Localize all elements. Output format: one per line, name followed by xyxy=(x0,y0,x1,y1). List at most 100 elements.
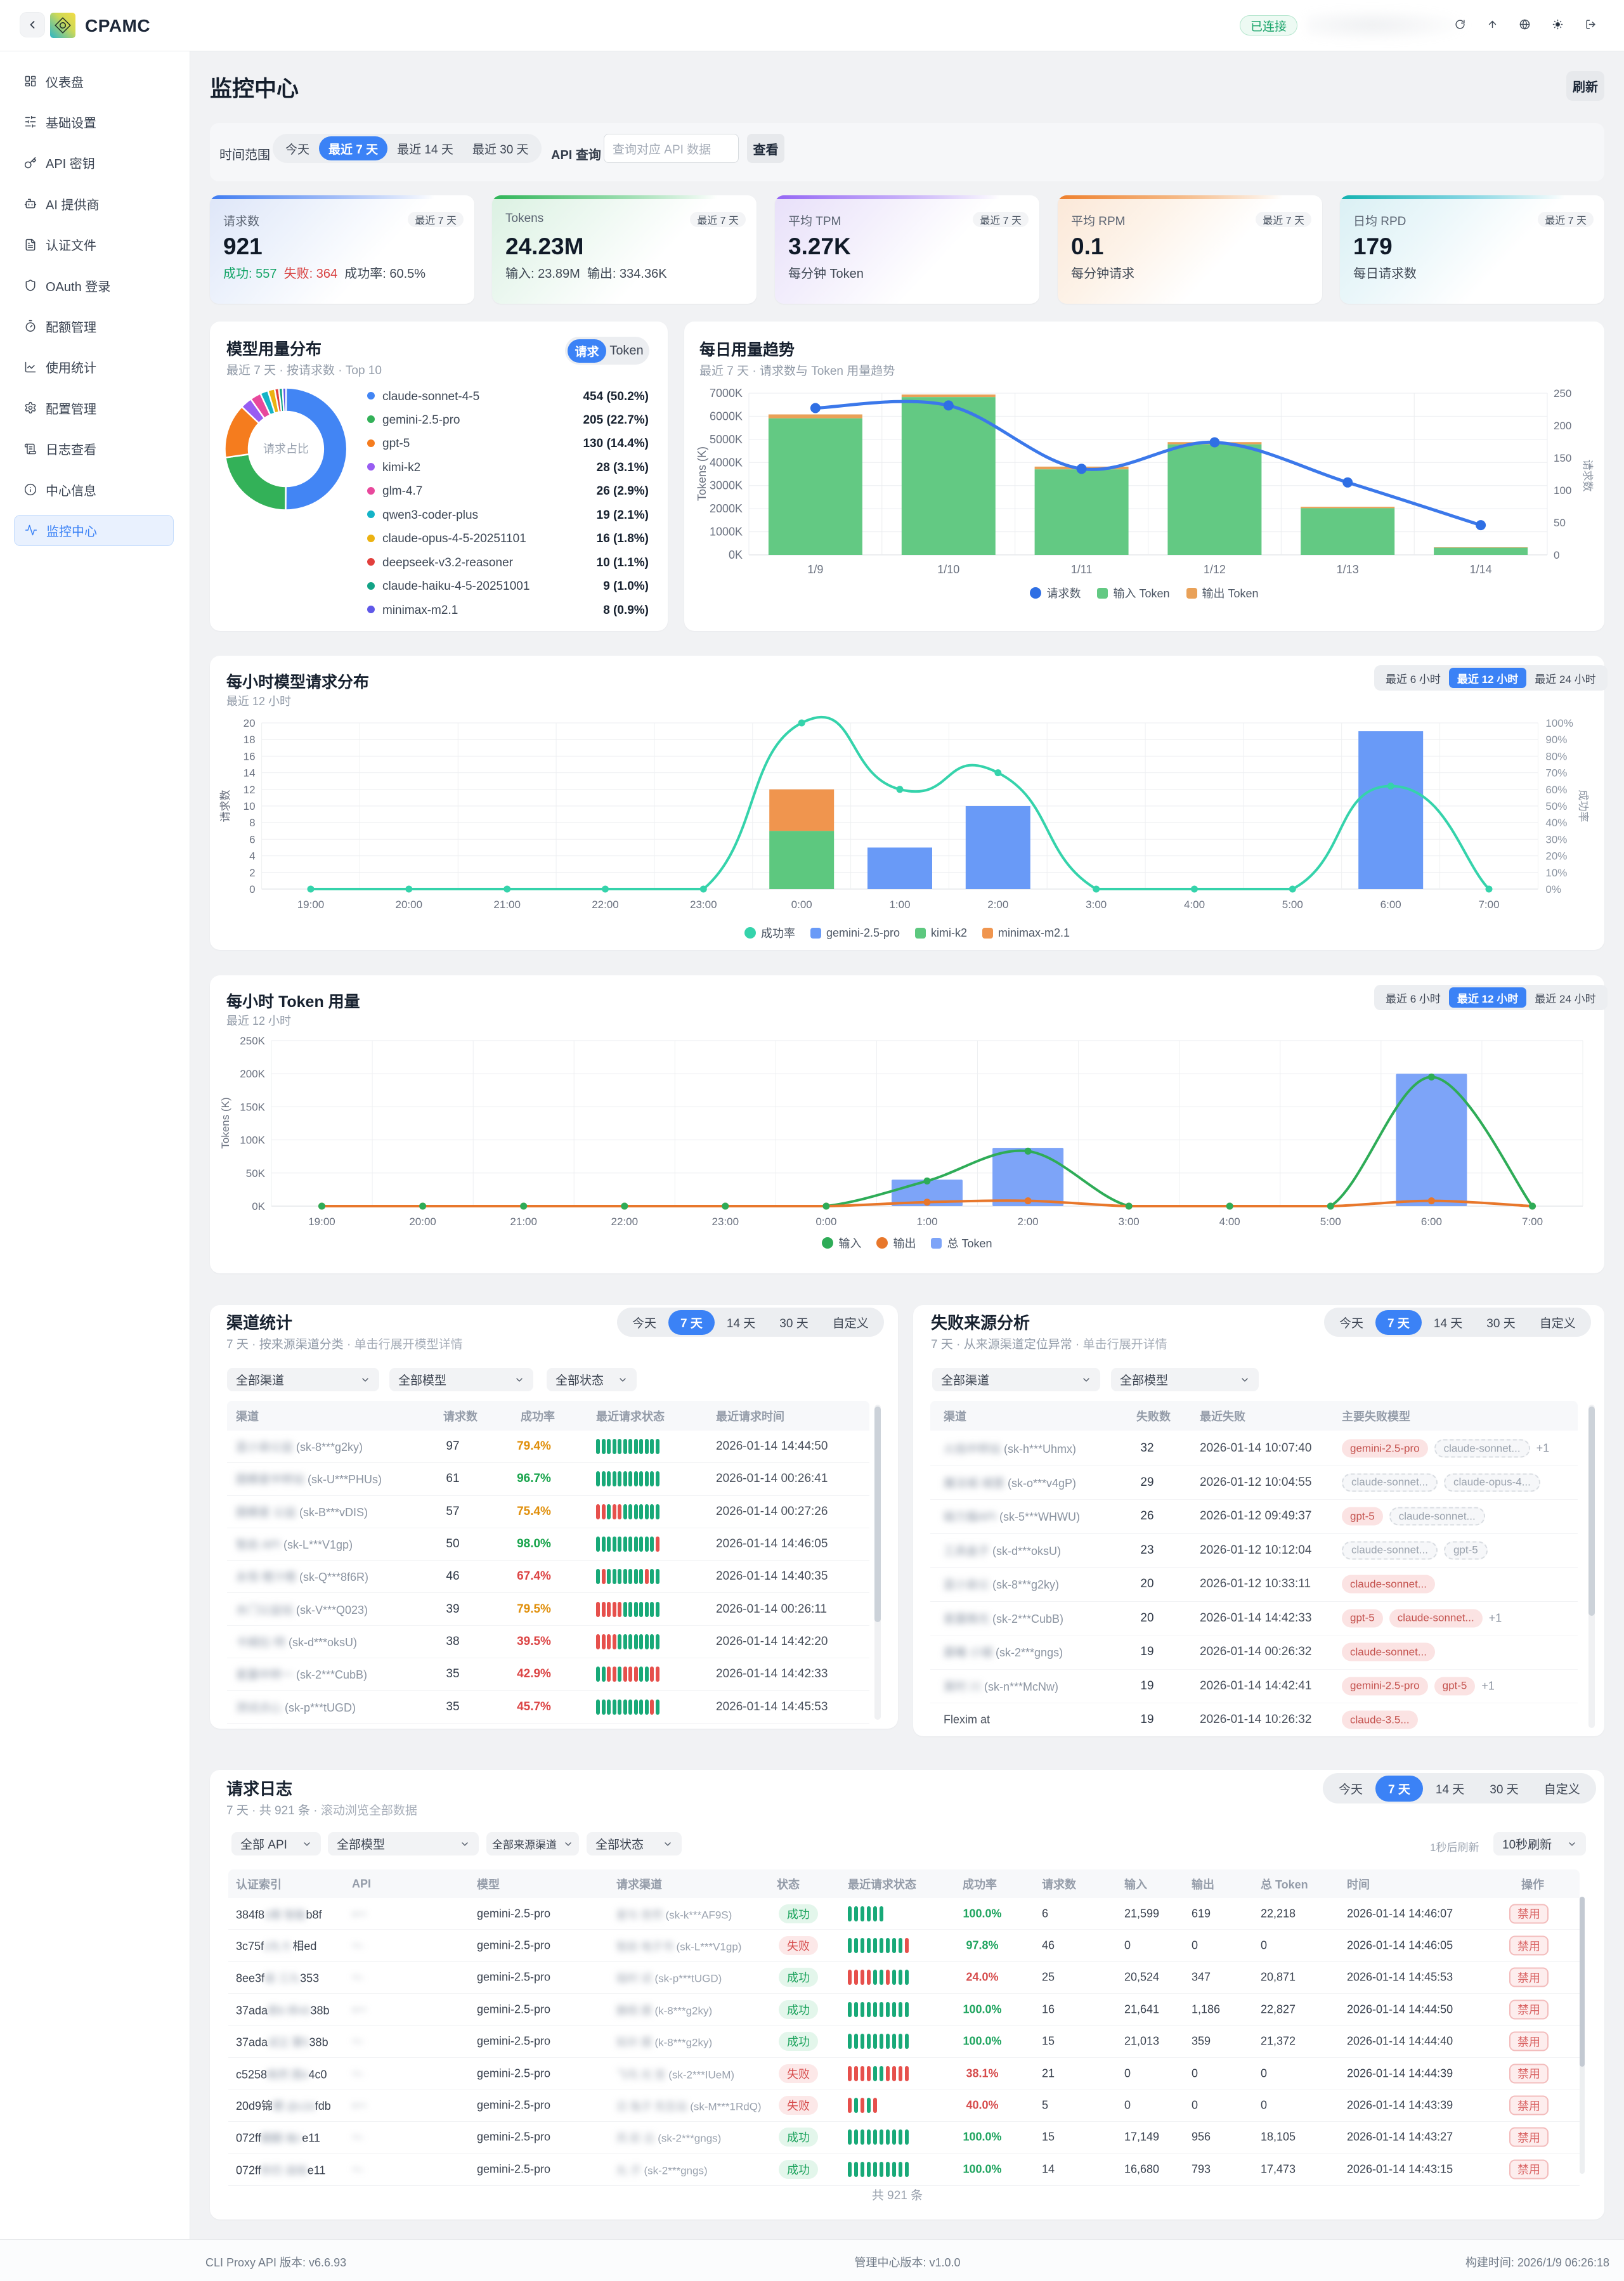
svg-text:4000K: 4000K xyxy=(710,456,743,469)
svg-text:1/12: 1/12 xyxy=(1204,563,1226,576)
svg-text:23:00: 23:00 xyxy=(712,1216,739,1228)
svg-text:20:00: 20:00 xyxy=(409,1216,436,1228)
svg-text:14: 14 xyxy=(244,767,256,779)
svg-text:minimax-m2.1: minimax-m2.1 xyxy=(382,604,458,617)
svg-text:150: 150 xyxy=(1554,452,1571,464)
svg-text:claude-haiku-4-5-20251001: claude-haiku-4-5-20251001 xyxy=(382,580,529,593)
svg-text:claude-sonnet-4-5: claude-sonnet-4-5 xyxy=(382,390,479,403)
svg-text:2:00: 2:00 xyxy=(1018,1216,1039,1228)
svg-text:1:00: 1:00 xyxy=(916,1216,937,1228)
svg-text:150K: 150K xyxy=(240,1101,265,1113)
svg-text:23:00: 23:00 xyxy=(690,899,717,911)
svg-text:claude-opus-4-5-20251101: claude-opus-4-5-20251101 xyxy=(382,532,526,545)
svg-text:8 (0.9%): 8 (0.9%) xyxy=(603,604,649,617)
svg-text:7000K: 7000K xyxy=(710,387,743,400)
svg-text:Tokens (K): Tokens (K) xyxy=(696,446,708,501)
svg-text:20:00: 20:00 xyxy=(396,899,423,911)
svg-text:70%: 70% xyxy=(1545,767,1567,779)
svg-text:205 (22.7%): 205 (22.7%) xyxy=(583,413,649,427)
svg-text:26 (2.9%): 26 (2.9%) xyxy=(597,484,649,498)
svg-text:7:00: 7:00 xyxy=(1522,1216,1543,1228)
svg-text:60%: 60% xyxy=(1545,784,1567,796)
svg-text:6: 6 xyxy=(249,833,255,845)
svg-text:1/11: 1/11 xyxy=(1071,563,1093,576)
svg-text:4: 4 xyxy=(249,850,255,862)
svg-text:7:00: 7:00 xyxy=(1478,899,1499,911)
svg-text:0%: 0% xyxy=(1545,883,1561,895)
svg-text:30%: 30% xyxy=(1545,833,1567,845)
svg-text:0K: 0K xyxy=(729,549,743,561)
svg-text:90%: 90% xyxy=(1545,734,1567,746)
svg-text:glm-4.7: glm-4.7 xyxy=(382,484,422,498)
svg-text:0K: 0K xyxy=(252,1200,265,1212)
svg-text:1/10: 1/10 xyxy=(937,563,959,576)
svg-text:50%: 50% xyxy=(1545,800,1567,812)
svg-text:2: 2 xyxy=(249,867,255,879)
svg-text:20%: 20% xyxy=(1545,850,1567,862)
svg-text:16: 16 xyxy=(244,750,256,762)
svg-text:0: 0 xyxy=(249,883,255,895)
svg-text:gpt-5: gpt-5 xyxy=(382,437,410,450)
svg-text:250K: 250K xyxy=(240,1035,265,1047)
svg-text:2000K: 2000K xyxy=(710,502,743,515)
svg-text:8: 8 xyxy=(249,817,255,829)
svg-text:6000K: 6000K xyxy=(710,410,743,422)
svg-text:5:00: 5:00 xyxy=(1320,1216,1341,1228)
svg-text:2:00: 2:00 xyxy=(987,899,1008,911)
svg-text:100%: 100% xyxy=(1545,717,1573,729)
svg-text:22:00: 22:00 xyxy=(611,1216,639,1228)
svg-text:18: 18 xyxy=(244,734,256,746)
svg-text:qwen3-coder-plus: qwen3-coder-plus xyxy=(382,509,478,522)
svg-text:200: 200 xyxy=(1554,420,1571,432)
svg-text:1/9: 1/9 xyxy=(807,563,823,576)
svg-text:0: 0 xyxy=(1554,549,1559,561)
svg-text:10%: 10% xyxy=(1545,867,1567,879)
svg-text:12: 12 xyxy=(244,784,256,796)
svg-text:200K: 200K xyxy=(240,1068,265,1080)
svg-text:Tokens (K): Tokens (K) xyxy=(219,1097,231,1148)
svg-text:19:00: 19:00 xyxy=(308,1216,335,1228)
svg-text:20: 20 xyxy=(244,717,256,729)
svg-text:5:00: 5:00 xyxy=(1282,899,1303,911)
svg-text:请求占比: 请求占比 xyxy=(263,443,309,455)
svg-text:130 (14.4%): 130 (14.4%) xyxy=(583,437,649,450)
svg-text:成功率: 成功率 xyxy=(1577,790,1589,822)
svg-text:3:00: 3:00 xyxy=(1119,1216,1140,1228)
svg-text:50: 50 xyxy=(1554,517,1566,529)
svg-text:19 (2.1%): 19 (2.1%) xyxy=(597,509,649,522)
svg-text:22:00: 22:00 xyxy=(592,899,619,911)
svg-text:3:00: 3:00 xyxy=(1086,899,1107,911)
svg-text:0:00: 0:00 xyxy=(815,1216,836,1228)
svg-text:40%: 40% xyxy=(1545,817,1567,829)
svg-text:9 (1.0%): 9 (1.0%) xyxy=(603,580,649,593)
svg-text:1/13: 1/13 xyxy=(1337,563,1359,576)
svg-text:请求数: 请求数 xyxy=(1582,460,1594,492)
svg-text:请求数: 请求数 xyxy=(219,790,231,822)
svg-text:6:00: 6:00 xyxy=(1421,1216,1442,1228)
svg-text:5000K: 5000K xyxy=(710,433,743,446)
svg-text:10 (1.1%): 10 (1.1%) xyxy=(597,556,649,569)
svg-text:6:00: 6:00 xyxy=(1380,899,1401,911)
svg-text:250: 250 xyxy=(1554,387,1571,400)
svg-text:10: 10 xyxy=(244,800,256,812)
svg-text:1:00: 1:00 xyxy=(889,899,910,911)
svg-text:16 (1.8%): 16 (1.8%) xyxy=(597,532,649,545)
svg-text:21:00: 21:00 xyxy=(493,899,521,911)
svg-text:454 (50.2%): 454 (50.2%) xyxy=(583,390,649,403)
svg-text:3000K: 3000K xyxy=(710,479,743,492)
svg-text:100K: 100K xyxy=(240,1134,265,1147)
svg-text:4:00: 4:00 xyxy=(1184,899,1205,911)
svg-text:1000K: 1000K xyxy=(710,526,743,538)
svg-text:0:00: 0:00 xyxy=(791,899,812,911)
svg-text:21:00: 21:00 xyxy=(510,1216,537,1228)
svg-text:50K: 50K xyxy=(246,1167,266,1179)
svg-text:1/14: 1/14 xyxy=(1470,563,1492,576)
svg-text:gemini-2.5-pro: gemini-2.5-pro xyxy=(382,413,460,427)
svg-text:100: 100 xyxy=(1554,484,1571,497)
svg-text:kimi-k2: kimi-k2 xyxy=(382,461,420,474)
svg-text:80%: 80% xyxy=(1545,750,1567,762)
svg-text:4:00: 4:00 xyxy=(1219,1216,1240,1228)
svg-text:deepseek-v3.2-reasoner: deepseek-v3.2-reasoner xyxy=(382,556,514,569)
svg-text:28 (3.1%): 28 (3.1%) xyxy=(597,461,649,474)
svg-text:19:00: 19:00 xyxy=(297,899,325,911)
